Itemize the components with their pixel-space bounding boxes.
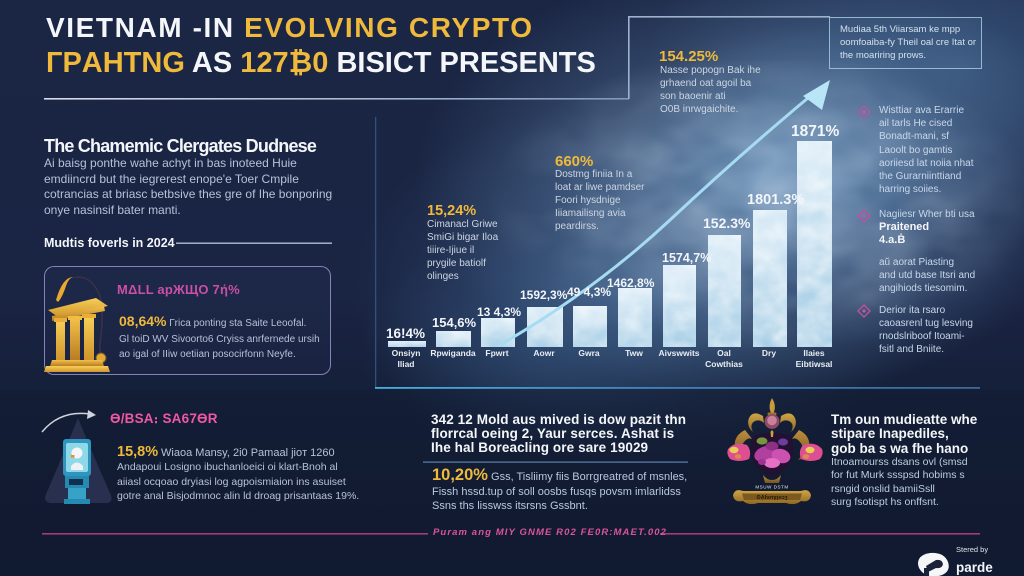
svg-text:Gwra: Gwra <box>578 348 600 358</box>
svg-text:Oal: Oal <box>717 348 731 358</box>
svg-text:1592,3%: 1592,3% <box>520 288 568 302</box>
svg-text:Ilaies: Ilaies <box>803 348 825 358</box>
svg-text:1801.3%: 1801.3% <box>747 192 804 208</box>
svg-text:Onsiyn: Onsiyn <box>392 348 421 358</box>
svg-text:Fpwrt: Fpwrt <box>485 348 508 358</box>
svg-text:Iliad: Iliad <box>397 359 414 369</box>
svg-text:ʘẠḣơɳŋʜɔʒ: ʘẠḣơɳŋʜɔʒ <box>757 494 788 501</box>
svg-text:Aowr: Aowr <box>533 348 555 358</box>
svg-text:1871%: 1871% <box>791 123 839 140</box>
svg-text:Tww: Tww <box>625 348 643 358</box>
svg-text:Eibtiwsal: Eibtiwsal <box>796 359 833 369</box>
svg-text:1574,7%: 1574,7% <box>662 251 711 265</box>
svg-text:16!4%: 16!4% <box>386 326 425 341</box>
svg-text:49 4,3%: 49 4,3% <box>567 285 611 299</box>
svg-text:154,6%: 154,6% <box>432 315 477 330</box>
svg-text:13 4,3%: 13 4,3% <box>477 305 521 319</box>
svg-text:Dry: Dry <box>762 348 776 358</box>
svg-text:Aivswwits: Aivswwits <box>658 348 699 358</box>
svg-text:1462,8%: 1462,8% <box>607 276 655 290</box>
svg-text:Cowthias: Cowthias <box>705 359 743 369</box>
svg-text:Rpwiganda: Rpwiganda <box>430 348 476 358</box>
svg-text:MSUW DSTM: MSUW DSTM <box>755 485 788 490</box>
svg-text:152.3%: 152.3% <box>703 215 751 231</box>
